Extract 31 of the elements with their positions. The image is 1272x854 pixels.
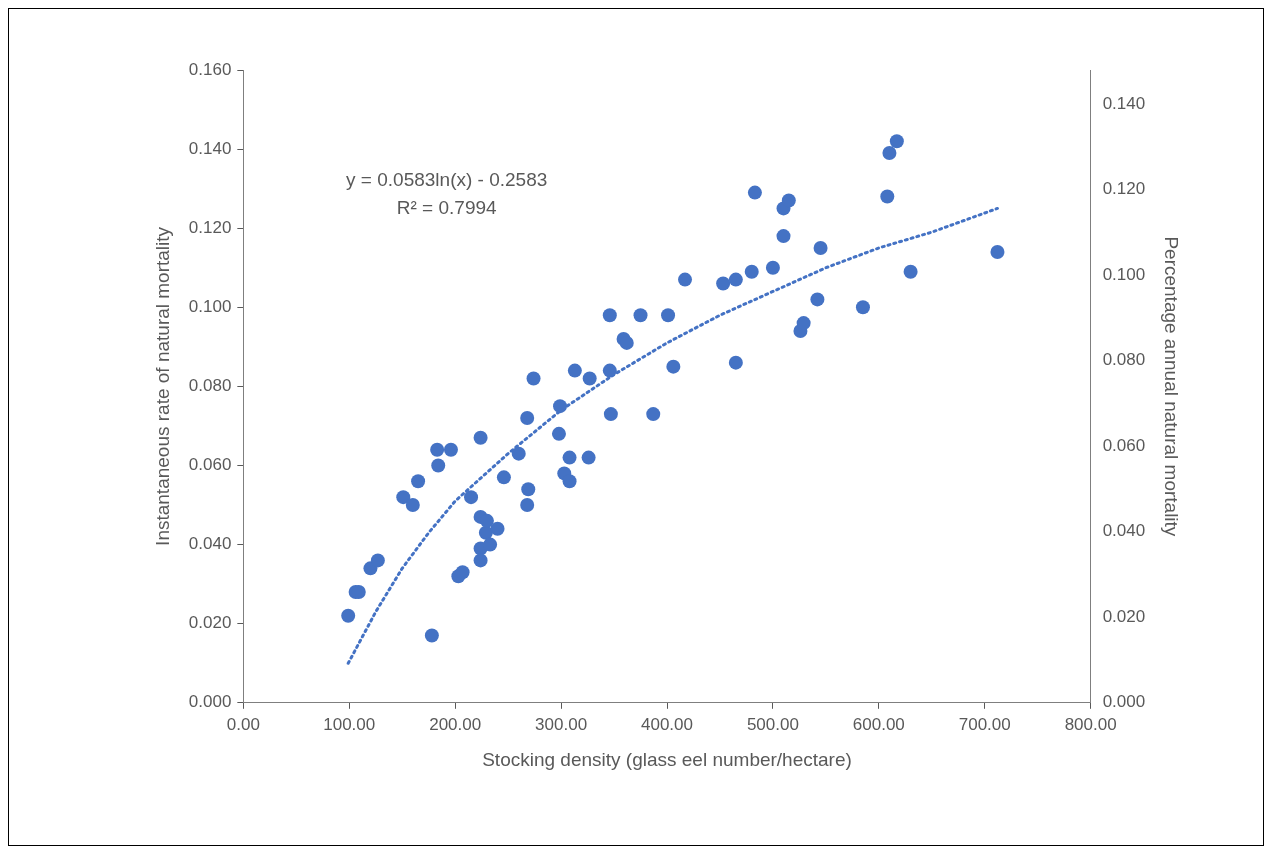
annotation: R² = 0.7994 <box>396 197 498 219</box>
y-tick-label: 0.080 <box>188 376 232 396</box>
x-tick-label: 800.00 <box>1064 714 1117 734</box>
x-tick-label: 100.00 <box>323 714 376 734</box>
y2-tick-label: 0.120 <box>1102 179 1146 199</box>
y2-axis-title: Percentage annual natural mortality <box>1161 236 1183 537</box>
y2-tick-label: 0.020 <box>1102 606 1146 626</box>
x-axis-title: Stocking density (glass eel number/hectare) <box>482 748 852 770</box>
y-tick-label: 0.140 <box>188 138 232 158</box>
y-tick-label: 0.100 <box>188 296 232 316</box>
y2-tick-label: 0.100 <box>1102 264 1146 284</box>
x-tick-label: 700.00 <box>958 714 1011 734</box>
x-tick-label: 500.00 <box>746 714 799 734</box>
y2-tick-label: 0.060 <box>1102 435 1146 455</box>
y-tick-label: 0.040 <box>188 534 232 554</box>
x-tick-label: 0.00 <box>226 714 260 734</box>
y2-tick-label: 0.080 <box>1102 350 1146 370</box>
y-tick-label: 0.120 <box>188 217 232 237</box>
y-tick-label: 0.160 <box>188 59 232 79</box>
annotation: y = 0.0583ln(x) - 0.2583 <box>346 169 548 191</box>
x-tick-label: 400.00 <box>641 714 693 734</box>
x-tick-label: 200.00 <box>429 714 482 734</box>
y2-tick-label: 0.040 <box>1102 521 1146 541</box>
y-axis-title: Instantaneous rate of natural mortality <box>151 226 173 546</box>
y-tick-label: 0.060 <box>188 455 232 475</box>
x-tick-label: 600.00 <box>852 714 905 734</box>
y-tick-label: 0.020 <box>188 613 232 633</box>
y2-tick-label: 0.140 <box>1102 93 1146 113</box>
y-tick-label: 0.000 <box>188 692 232 712</box>
x-tick-label: 300.00 <box>535 714 588 734</box>
y2-tick-label: 0.000 <box>1102 692 1146 712</box>
